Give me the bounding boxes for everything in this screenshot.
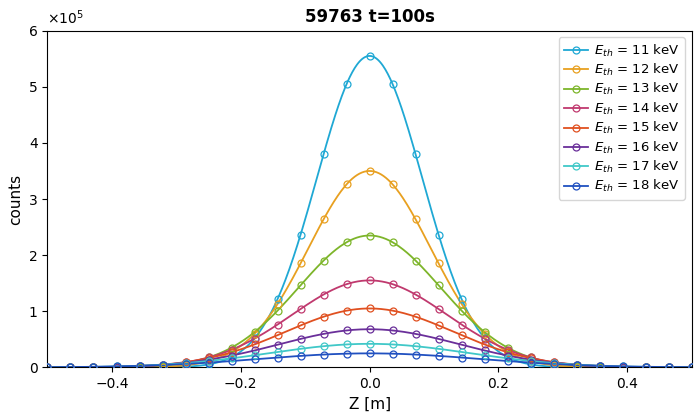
Legend: $E_{th}$ = 11 keV, $E_{th}$ = 12 keV, $E_{th}$ = 13 keV, $E_{th}$ = 14 keV, $E_{: $E_{th}$ = 11 keV, $E_{th}$ = 12 keV, $E… [559,37,685,200]
Text: $\times10^5$: $\times10^5$ [48,9,84,27]
Y-axis label: counts: counts [8,173,23,225]
X-axis label: Z [m]: Z [m] [349,396,391,412]
Title: 59763 t=100s: 59763 t=100s [304,8,435,26]
